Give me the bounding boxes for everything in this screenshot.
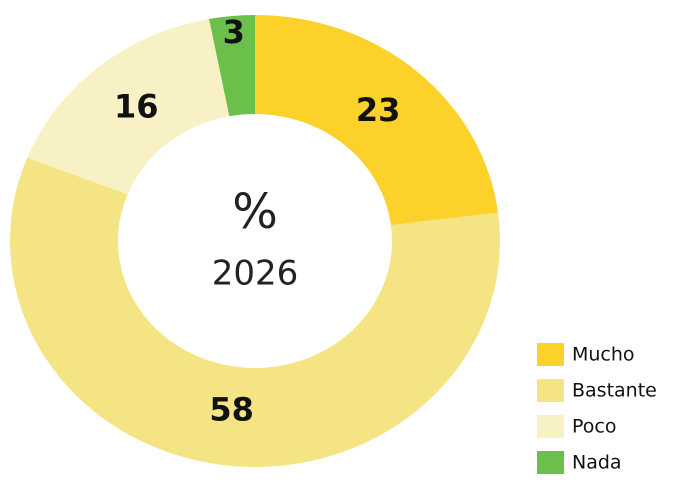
legend-label: Mucho <box>572 344 635 366</box>
slice <box>27 19 230 195</box>
legend-swatch <box>537 343 564 366</box>
legend-label: Poco <box>572 416 616 438</box>
slice <box>10 157 501 468</box>
legend-swatch <box>537 415 564 438</box>
legend-swatch <box>537 379 564 402</box>
center-unit: % <box>232 184 278 240</box>
value-label: 58 <box>209 390 254 428</box>
legend-label: Nada <box>572 452 622 474</box>
value-label: 3 <box>223 13 245 51</box>
center-year: 2026 <box>212 254 299 294</box>
slice <box>209 15 255 117</box>
legend-label: Bastante <box>572 380 657 402</box>
value-label: 23 <box>356 91 401 129</box>
slice <box>255 15 499 226</box>
legend-swatch <box>537 451 564 474</box>
value-label: 16 <box>114 88 159 126</box>
